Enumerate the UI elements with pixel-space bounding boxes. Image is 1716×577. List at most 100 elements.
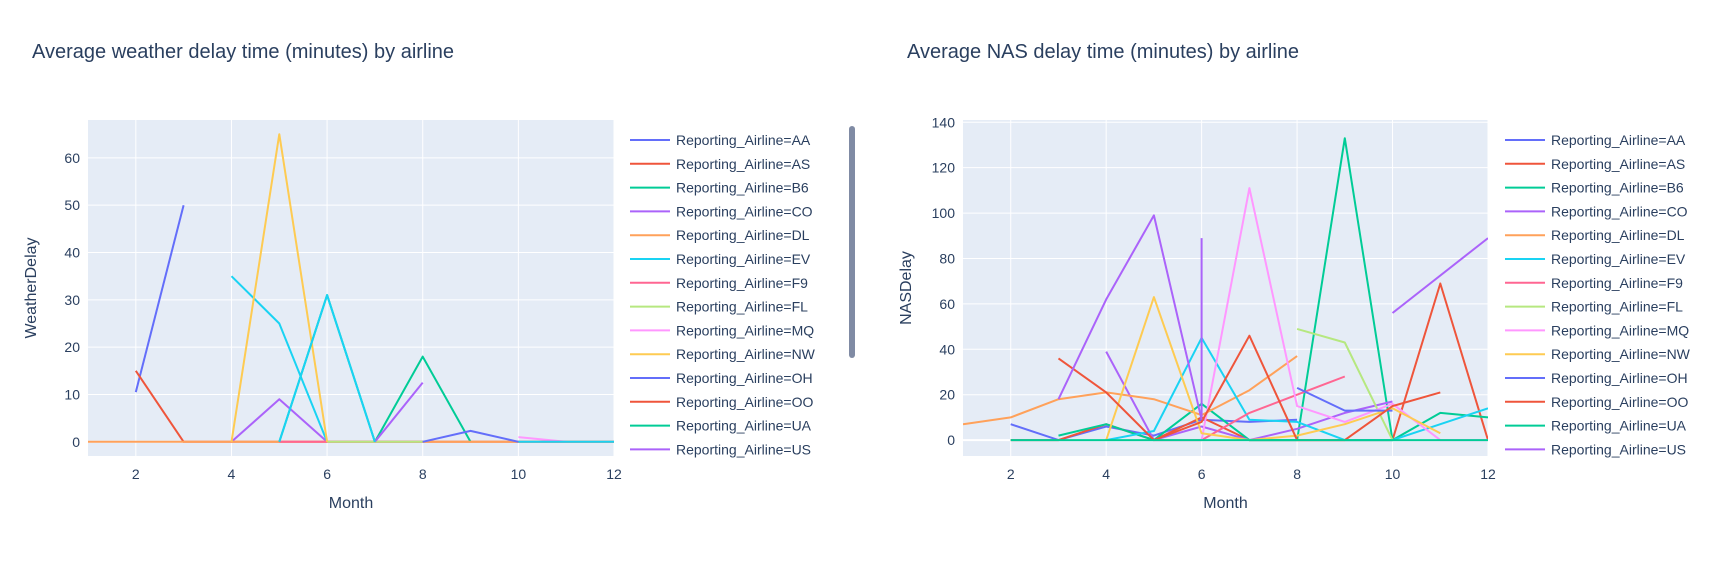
x-tick-label: 6 [323, 466, 331, 482]
legend-label: Reporting_Airline=OH [676, 370, 813, 386]
y-tick-label: 120 [932, 160, 956, 176]
legend-label: Reporting_Airline=AA [1551, 132, 1686, 148]
x-tick-label: 10 [1385, 466, 1401, 482]
y-tick-label: 30 [64, 292, 80, 308]
x-tick-label: 2 [132, 466, 140, 482]
series-line-oh [1296, 386, 1393, 412]
legend-item[interactable]: Reporting_Airline=DL [1505, 227, 1685, 243]
chart-title: Average NAS delay time (minutes) by airl… [907, 41, 1299, 63]
legend-item[interactable]: Reporting_Airline=NW [630, 346, 816, 362]
legend-scrollbar[interactable] [849, 126, 855, 358]
legend-label: Reporting_Airline=CO [676, 203, 813, 219]
series-lines [88, 133, 614, 443]
legend-item[interactable]: Reporting_Airline=NW [1505, 346, 1691, 362]
legend-item[interactable]: Reporting_Airline=OH [630, 370, 813, 386]
legend-item[interactable]: Reporting_Airline=CO [630, 203, 813, 219]
legend-label: Reporting_Airline=B6 [1551, 180, 1684, 196]
legend-item[interactable]: Reporting_Airline=EV [630, 251, 811, 267]
series-line-aa [134, 204, 185, 393]
legend-label: Reporting_Airline=NW [1551, 346, 1691, 362]
legend-label: Reporting_Airline=DL [676, 227, 810, 243]
legend-label: Reporting_Airline=NW [676, 346, 816, 362]
legend-item[interactable]: Reporting_Airline=B6 [1505, 180, 1684, 196]
series-line-ev [1106, 336, 1488, 442]
legend-item[interactable]: Reporting_Airline=AS [630, 156, 810, 172]
legend-label: Reporting_Airline=OO [676, 394, 813, 410]
legend-item[interactable]: Reporting_Airline=EV [1505, 251, 1686, 267]
x-tick-label: 6 [1198, 466, 1206, 482]
chart-title: Average weather delay time (minutes) by … [32, 41, 454, 63]
x-tick-label: 12 [606, 466, 622, 482]
legend-item[interactable]: Reporting_Airline=AA [1505, 132, 1686, 148]
series-lines [963, 137, 1488, 442]
y-axis-title: WeatherDelay [23, 237, 40, 338]
legend-item[interactable]: Reporting_Airline=UA [1505, 418, 1687, 434]
legend-item[interactable]: Reporting_Airline=DL [630, 227, 810, 243]
subplot-1: Average weather delay time (minutes) by … [23, 41, 855, 512]
legend-item[interactable]: Reporting_Airline=OO [1505, 394, 1688, 410]
legend: Reporting_Airline=AA Reporting_Airline=AS… [630, 132, 816, 457]
legend-item[interactable]: Reporting_Airline=AS [1505, 156, 1685, 172]
series-line-extra [1391, 237, 1488, 314]
legend-item[interactable]: Reporting_Airline=OO [630, 394, 813, 410]
series-line-nw [230, 133, 329, 442]
legend-label: Reporting_Airline=DL [1551, 227, 1685, 243]
x-tick-label: 4 [228, 466, 236, 482]
legend-item[interactable]: Reporting_Airline=US [630, 441, 811, 457]
legend-item[interactable]: Reporting_Airline=OH [1505, 370, 1688, 386]
legend-item[interactable]: Reporting_Airline=MQ [1505, 322, 1689, 338]
x-tick-label: 8 [1293, 466, 1301, 482]
legend-label: Reporting_Airline=CO [1551, 203, 1688, 219]
y-tick-label: 0 [72, 434, 80, 450]
series-line-b6 [374, 355, 472, 443]
legend-item[interactable]: Reporting_Airline=FL [1505, 299, 1683, 315]
legend-label: Reporting_Airline=UA [676, 418, 812, 434]
legend-item[interactable]: Reporting_Airline=MQ [630, 322, 814, 338]
x-tick-label: 2 [1007, 466, 1015, 482]
series-line-oh [422, 429, 519, 443]
y-axis-title: NASDelay [898, 251, 915, 325]
legend-item[interactable]: Reporting_Airline=FL [630, 299, 808, 315]
legend-label: Reporting_Airline=MQ [1551, 322, 1689, 338]
y-tick-label: 140 [932, 114, 956, 130]
legend-item[interactable]: Reporting_Airline=CO [1505, 203, 1688, 219]
x-tick-label: 12 [1480, 466, 1496, 482]
series-line-us [1057, 214, 1203, 420]
legend-label: Reporting_Airline=B6 [676, 180, 809, 196]
y-tick-label: 60 [64, 150, 80, 166]
legend-label: Reporting_Airline=US [1551, 441, 1686, 457]
plot-area [88, 120, 614, 456]
legend-label: Reporting_Airline=FL [1551, 299, 1683, 315]
legend-label: Reporting_Airline=AS [1551, 156, 1685, 172]
legend-item[interactable]: Reporting_Airline=F9 [630, 275, 808, 291]
legend-item[interactable]: Reporting_Airline=B6 [630, 180, 809, 196]
subplot-2: Average NAS delay time (minutes) by airl… [898, 41, 1691, 512]
legend-label: Reporting_Airline=OH [1551, 370, 1688, 386]
series-line-us [374, 381, 424, 443]
y-tick-label: 40 [64, 245, 80, 261]
legend-item[interactable]: Reporting_Airline=UA [630, 418, 812, 434]
legend-label: Reporting_Airline=FL [676, 299, 808, 315]
legend-item[interactable]: Reporting_Airline=F9 [1505, 275, 1683, 291]
legend-label: Reporting_Airline=UA [1551, 418, 1687, 434]
legend-label: Reporting_Airline=AS [676, 156, 810, 172]
legend-label: Reporting_Airline=F9 [1551, 275, 1683, 291]
y-tick-label: 60 [939, 296, 955, 312]
x-tick-label: 4 [1102, 466, 1110, 482]
y-tick-label: 10 [64, 386, 80, 402]
legend-label: Reporting_Airline=AA [676, 132, 811, 148]
y-tick-label: 0 [947, 432, 955, 448]
legend: Reporting_Airline=AA Reporting_Airline=AS… [1505, 132, 1691, 457]
y-tick-label: 20 [939, 387, 955, 403]
series-line-oo [1057, 334, 1441, 442]
legend-item[interactable]: Reporting_Airline=AA [630, 132, 811, 148]
y-tick-label: 40 [939, 341, 955, 357]
y-tick-label: 20 [64, 339, 80, 355]
legend-item[interactable]: Reporting_Airline=US [1505, 441, 1686, 457]
x-tick-label: 8 [419, 466, 427, 482]
plot-area [963, 120, 1488, 456]
x-axis-title: Month [1203, 495, 1247, 512]
series-line-extra [278, 294, 376, 443]
legend-label: Reporting_Airline=US [676, 441, 811, 457]
